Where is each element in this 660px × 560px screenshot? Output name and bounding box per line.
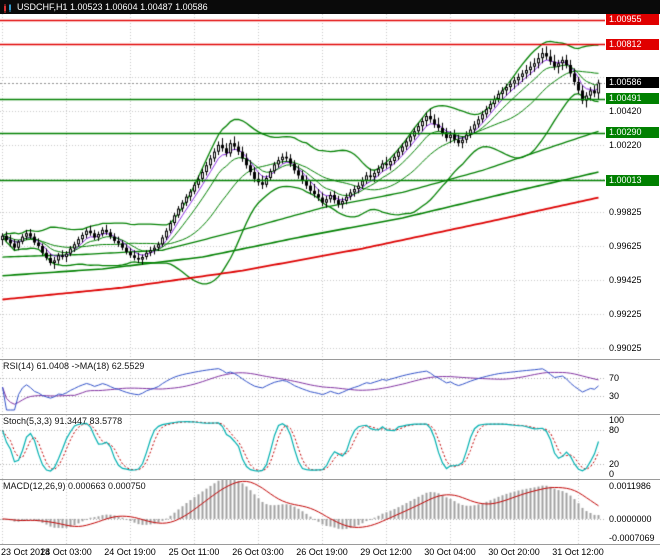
macd-canvas[interactable] — [0, 480, 605, 544]
macd-pane: MACD(12,26,9) 0.000663 0.000750 0.001198… — [0, 480, 660, 544]
axis-label: 0.0011986 — [609, 481, 651, 491]
axis-label: 0.99625 — [609, 240, 642, 251]
time-label: 31 Oct 12:00 — [552, 547, 604, 557]
price-tag: 1.00290 — [606, 127, 659, 139]
axis-label: 30 — [609, 391, 620, 402]
price-tag: 1.00013 — [606, 174, 659, 186]
price-tag: 1.00491 — [606, 93, 659, 105]
axis-label: 0.99825 — [609, 206, 642, 217]
pane-separator[interactable] — [0, 414, 660, 415]
axis-label: 100 — [609, 415, 625, 425]
axis-label: 0.0000000 — [609, 513, 652, 524]
main-chart-pane: 1.00420 1.00220 0.99825 0.99625 0.99425 0.992… — [0, 14, 660, 359]
time-label: 23 Oct 2018 — [1, 547, 51, 557]
rsi-pane: RSI(14) 61.0408 ->MA(18) 62.5529 70 30 — [0, 360, 660, 414]
time-label: 26 Oct 03:00 — [232, 547, 284, 557]
main-price-axis[interactable]: 1.00420 1.00220 0.99825 0.99625 0.99425 0.992… — [605, 14, 660, 359]
stochastic-canvas[interactable] — [0, 415, 605, 479]
axis-label: 0.99425 — [609, 274, 642, 285]
rsi-axis[interactable]: 70 30 — [605, 360, 660, 414]
time-label: 30 Oct 20:00 — [488, 547, 540, 557]
axis-label: 80 — [609, 424, 620, 435]
time-label: 24 Oct 03:00 — [40, 547, 92, 557]
axis-label: 1.00420 — [609, 105, 642, 116]
time-label: 25 Oct 11:00 — [168, 547, 220, 557]
stochastic-pane: Stoch(5,3,3) 91.3447 83.5778 100 80 20 0 — [0, 415, 660, 479]
main-chart-canvas[interactable] — [0, 14, 605, 359]
price-tag: 1.00586 — [606, 77, 659, 89]
rsi-label: RSI(14) 61.0408 ->MA(18) 62.5529 — [3, 361, 145, 371]
time-axis[interactable]: 23 Oct 2018 24 Oct 03:00 24 Oct 19:00 25 Oc… — [0, 544, 660, 560]
stochastic-label: Stoch(5,3,3) 91.3447 83.5778 — [3, 416, 123, 426]
macd-axis[interactable]: 0.0011986 0.0000000 -0.0007069 — [605, 480, 660, 544]
time-label: 29 Oct 12:00 — [360, 547, 412, 557]
axis-label: 20 — [609, 459, 620, 470]
rsi-canvas[interactable] — [0, 360, 605, 414]
axis-label: 1.00220 — [609, 139, 642, 150]
time-label: 26 Oct 19:00 — [296, 547, 348, 557]
chart-titlebar[interactable]: USDCHF,H1 1.00523 1.00604 1.00487 1.0058… — [0, 0, 660, 14]
axis-label: 70 — [609, 372, 620, 383]
pane-separator[interactable] — [0, 479, 660, 480]
macd-label: MACD(12,26,9) 0.000663 0.000750 — [3, 481, 146, 491]
axis-label: 0.99025 — [609, 342, 642, 353]
price-tag: 1.00812 — [606, 38, 659, 50]
pane-separator[interactable] — [0, 359, 660, 360]
axis-label: 0.99225 — [609, 308, 642, 319]
axis-label: 0 — [609, 469, 615, 479]
candlestick-chart-icon — [3, 3, 13, 13]
time-label: 30 Oct 04:00 — [424, 547, 476, 557]
price-tag: 1.00955 — [606, 14, 659, 26]
stochastic-axis[interactable]: 100 80 20 0 — [605, 415, 660, 479]
axis-label: -0.0007069 — [609, 533, 655, 543]
time-label: 24 Oct 19:00 — [104, 547, 156, 557]
chart-title: USDCHF,H1 1.00523 1.00604 1.00487 1.0058… — [17, 2, 208, 12]
